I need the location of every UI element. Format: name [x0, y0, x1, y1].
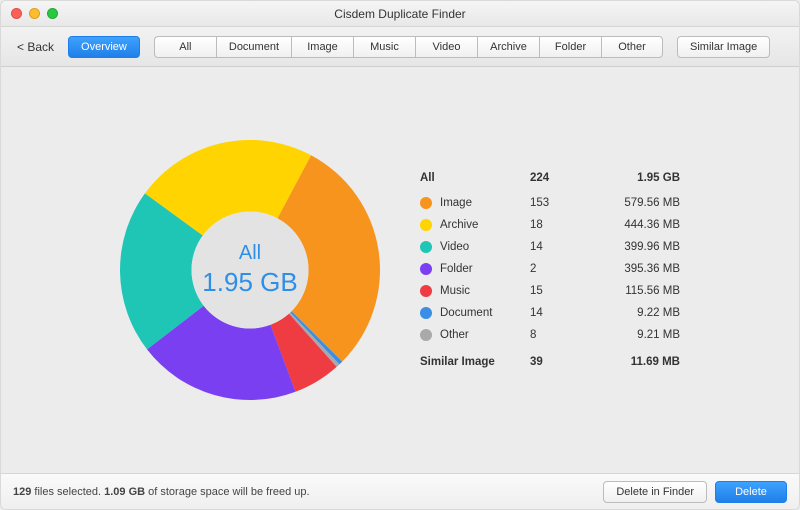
- window-controls: [11, 8, 58, 19]
- tab-all[interactable]: All: [154, 36, 216, 58]
- legend-label: Folder: [440, 263, 473, 275]
- legend-swatch: [420, 307, 432, 319]
- legend-swatch: [420, 241, 432, 253]
- legend-count: 14: [530, 236, 590, 258]
- legend-count: 14: [530, 302, 590, 324]
- legend-row: Video 14399.96 MB: [420, 236, 680, 258]
- legend-header: All 224 1.95 GB: [420, 167, 680, 192]
- legend-row: Image 153579.56 MB: [420, 192, 680, 214]
- legend-label: Video: [440, 241, 469, 253]
- legend-size: 9.22 MB: [590, 302, 680, 324]
- status-freed: 1.09 GB: [104, 486, 145, 498]
- legend-footer-count: 39: [530, 346, 590, 373]
- legend-header-name: All: [420, 167, 530, 192]
- tab-music[interactable]: Music: [353, 36, 415, 58]
- tab-folder[interactable]: Folder: [539, 36, 601, 58]
- legend-count: 153: [530, 192, 590, 214]
- legend-row: Folder 2395.36 MB: [420, 258, 680, 280]
- legend-size: 399.96 MB: [590, 236, 680, 258]
- legend-count: 18: [530, 214, 590, 236]
- close-icon[interactable]: [11, 8, 22, 19]
- tab-image[interactable]: Image: [291, 36, 353, 58]
- legend-table: All 224 1.95 GB Image153579.56 MBArchive…: [420, 167, 680, 373]
- tab-other[interactable]: Other: [601, 36, 663, 58]
- tab-video[interactable]: Video: [415, 36, 477, 58]
- legend-label: Archive: [440, 219, 478, 231]
- legend: All 224 1.95 GB Image153579.56 MBArchive…: [420, 167, 680, 373]
- legend-row: Document 149.22 MB: [420, 302, 680, 324]
- app-window: Cisdem Duplicate Finder < Back Overview …: [0, 0, 800, 510]
- status-bar: 129 files selected. 1.09 GB of storage s…: [1, 473, 799, 509]
- legend-size: 9.21 MB: [590, 324, 680, 346]
- status-text: 129 files selected. 1.09 GB of storage s…: [13, 486, 310, 498]
- zoom-icon[interactable]: [47, 8, 58, 19]
- legend-row: Archive 18444.36 MB: [420, 214, 680, 236]
- category-tabs: AllDocumentImageMusicVideoArchiveFolderO…: [154, 36, 663, 58]
- donut-center-title: All: [239, 242, 261, 265]
- back-button[interactable]: < Back: [11, 37, 60, 57]
- donut-chart: All 1.95 GB: [120, 140, 380, 400]
- delete-button[interactable]: Delete: [715, 481, 787, 503]
- legend-swatch: [420, 329, 432, 341]
- legend-size: 579.56 MB: [590, 192, 680, 214]
- legend-row: Other 89.21 MB: [420, 324, 680, 346]
- legend-size: 115.56 MB: [590, 280, 680, 302]
- legend-label: Other: [440, 329, 469, 341]
- content-area: All 1.95 GB All 224 1.95 GB Image 153579.…: [1, 67, 799, 473]
- legend-swatch: [420, 263, 432, 275]
- legend-footer: Similar Image 39 11.69 MB: [420, 346, 680, 373]
- similar-image-button[interactable]: Similar Image: [677, 36, 770, 58]
- legend-size: 444.36 MB: [590, 214, 680, 236]
- legend-label: Music: [440, 285, 470, 297]
- legend-size: 395.36 MB: [590, 258, 680, 280]
- titlebar: Cisdem Duplicate Finder: [1, 1, 799, 27]
- legend-count: 2: [530, 258, 590, 280]
- legend-header-count: 224: [530, 167, 590, 192]
- delete-in-finder-button[interactable]: Delete in Finder: [603, 481, 707, 503]
- donut-center-size: 1.95 GB: [202, 267, 297, 298]
- legend-count: 8: [530, 324, 590, 346]
- overview-button[interactable]: Overview: [68, 36, 140, 58]
- legend-label: Document: [440, 307, 492, 319]
- tab-archive[interactable]: Archive: [477, 36, 539, 58]
- legend-count: 15: [530, 280, 590, 302]
- legend-header-size: 1.95 GB: [590, 167, 680, 192]
- status-files-selected: 129: [13, 486, 31, 498]
- legend-swatch: [420, 285, 432, 297]
- tab-document[interactable]: Document: [216, 36, 291, 58]
- legend-swatch: [420, 219, 432, 231]
- legend-footer-size: 11.69 MB: [590, 346, 680, 373]
- window-title: Cisdem Duplicate Finder: [1, 7, 799, 21]
- minimize-icon[interactable]: [29, 8, 40, 19]
- legend-label: Image: [440, 197, 472, 209]
- legend-swatch: [420, 197, 432, 209]
- legend-row: Music 15115.56 MB: [420, 280, 680, 302]
- legend-footer-name: Similar Image: [420, 346, 530, 373]
- donut-center: All 1.95 GB: [120, 140, 380, 400]
- toolbar: < Back Overview AllDocumentImageMusicVid…: [1, 27, 799, 67]
